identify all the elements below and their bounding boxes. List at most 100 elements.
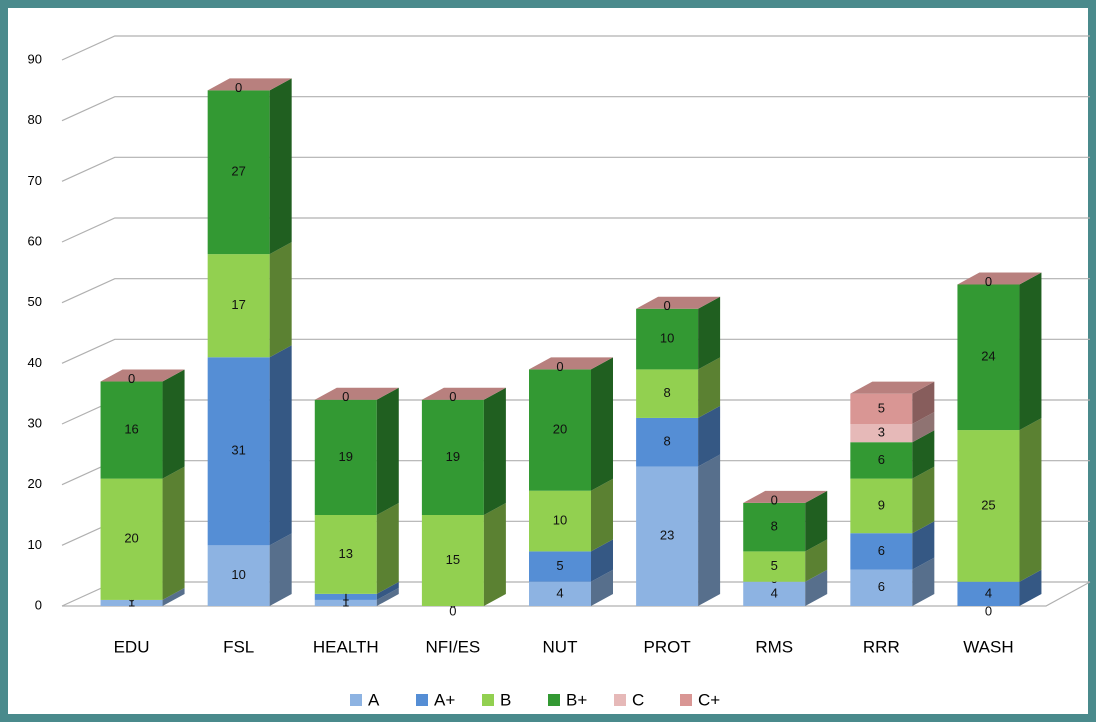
y-tick-label: 80 xyxy=(28,112,42,127)
data-label: 1 xyxy=(342,588,349,603)
data-label: 0 xyxy=(128,371,135,386)
grid-line xyxy=(61,35,1090,61)
legend-label: B+ xyxy=(566,690,587,709)
data-label: 24 xyxy=(981,349,995,364)
y-tick-label: 20 xyxy=(28,476,42,491)
bar-segment xyxy=(850,424,913,443)
grid-line xyxy=(61,217,1090,243)
data-label: 20 xyxy=(124,531,138,546)
bar-side xyxy=(1019,569,1042,606)
x-tick-label: WASH xyxy=(963,637,1013,656)
data-label: 0 xyxy=(556,359,563,374)
bar-segment xyxy=(314,515,377,594)
data-label: 31 xyxy=(231,443,245,458)
bar-segment xyxy=(850,569,913,606)
data-label: 5 xyxy=(878,400,885,415)
bar-segment xyxy=(314,593,377,600)
bar-segment xyxy=(636,417,699,467)
bar-segment xyxy=(743,581,806,606)
bar-side xyxy=(591,357,613,491)
bar-side xyxy=(698,296,721,370)
data-label: 0 xyxy=(985,603,992,618)
bar-side xyxy=(162,466,185,600)
bar-side xyxy=(912,557,935,606)
data-label: 4 xyxy=(771,585,778,600)
y-tick-label: 60 xyxy=(28,233,42,248)
bar-side xyxy=(805,539,828,582)
bar-side xyxy=(376,387,399,515)
x-tick-label: PROT xyxy=(643,637,690,656)
bar-segment xyxy=(421,399,484,515)
bar-segment xyxy=(314,399,377,515)
bar-segment xyxy=(207,545,270,606)
bar-segment xyxy=(529,551,591,582)
data-label: 0 xyxy=(449,603,456,618)
bar-side xyxy=(162,587,185,606)
bar-side xyxy=(805,490,828,552)
y-tick-label: 40 xyxy=(28,355,42,370)
bar-segment xyxy=(100,381,163,479)
bar-side xyxy=(162,369,185,479)
data-label: 8 xyxy=(663,385,670,400)
data-label: 25 xyxy=(981,497,995,512)
data-label: 0 xyxy=(235,80,242,95)
legend-label: A+ xyxy=(434,690,455,709)
legend-label: C xyxy=(632,690,644,709)
x-tick-label: FSL xyxy=(223,637,254,656)
data-label: 5 xyxy=(556,558,563,573)
legend-label: C+ xyxy=(698,690,720,709)
x-tick-label: NUT xyxy=(543,637,578,656)
grid-line xyxy=(61,96,1090,122)
bar-segment xyxy=(421,515,484,606)
x-tick-label: EDU xyxy=(114,637,150,656)
legend-label: B xyxy=(500,690,511,709)
bar-segment xyxy=(743,551,806,582)
bar-segment xyxy=(850,533,913,570)
grid-line xyxy=(61,338,1090,364)
bar-side xyxy=(269,78,292,255)
data-label: 0 xyxy=(663,298,670,313)
bar-segment xyxy=(957,581,1020,606)
bar-segment xyxy=(636,308,699,370)
bar-side xyxy=(376,581,399,600)
legend-swatch xyxy=(350,694,362,706)
bar-segment xyxy=(957,284,1020,431)
data-label: 8 xyxy=(771,519,778,534)
data-label: 0 xyxy=(771,492,778,507)
data-label: 5 xyxy=(771,558,778,573)
legend-swatch xyxy=(680,694,692,706)
bar-top xyxy=(207,78,292,91)
bar-side xyxy=(912,430,935,479)
bar-top xyxy=(314,387,399,400)
bar-top xyxy=(100,369,185,382)
bar-segment xyxy=(529,490,591,552)
data-label: 4 xyxy=(985,585,992,600)
bar-segment xyxy=(743,502,806,552)
bar-top xyxy=(421,387,506,400)
bar-side xyxy=(376,587,399,606)
data-label: 10 xyxy=(553,513,567,528)
data-label: 0 xyxy=(342,389,349,404)
bar-side xyxy=(912,412,935,443)
floor xyxy=(62,581,1091,607)
data-label: 8 xyxy=(663,434,670,449)
bar-top xyxy=(636,296,721,309)
data-label: 6 xyxy=(878,579,885,594)
x-tick-label: RMS xyxy=(755,637,793,656)
data-label: 17 xyxy=(231,297,245,312)
bar-side xyxy=(698,405,721,467)
data-label: 20 xyxy=(553,422,567,437)
bar-side xyxy=(912,466,935,534)
bar-side xyxy=(912,521,935,570)
bar-segment xyxy=(207,254,270,358)
bar-side xyxy=(1019,272,1042,431)
legend-swatch xyxy=(614,694,626,706)
bar-side xyxy=(591,569,613,606)
bar-side xyxy=(376,503,399,594)
y-tick-label: 30 xyxy=(28,415,42,430)
bar-segment xyxy=(529,369,591,491)
y-tick-label: 70 xyxy=(28,173,42,188)
grid-line xyxy=(61,156,1090,182)
y-tick-label: 0 xyxy=(35,597,42,612)
grid-line xyxy=(61,278,1090,304)
